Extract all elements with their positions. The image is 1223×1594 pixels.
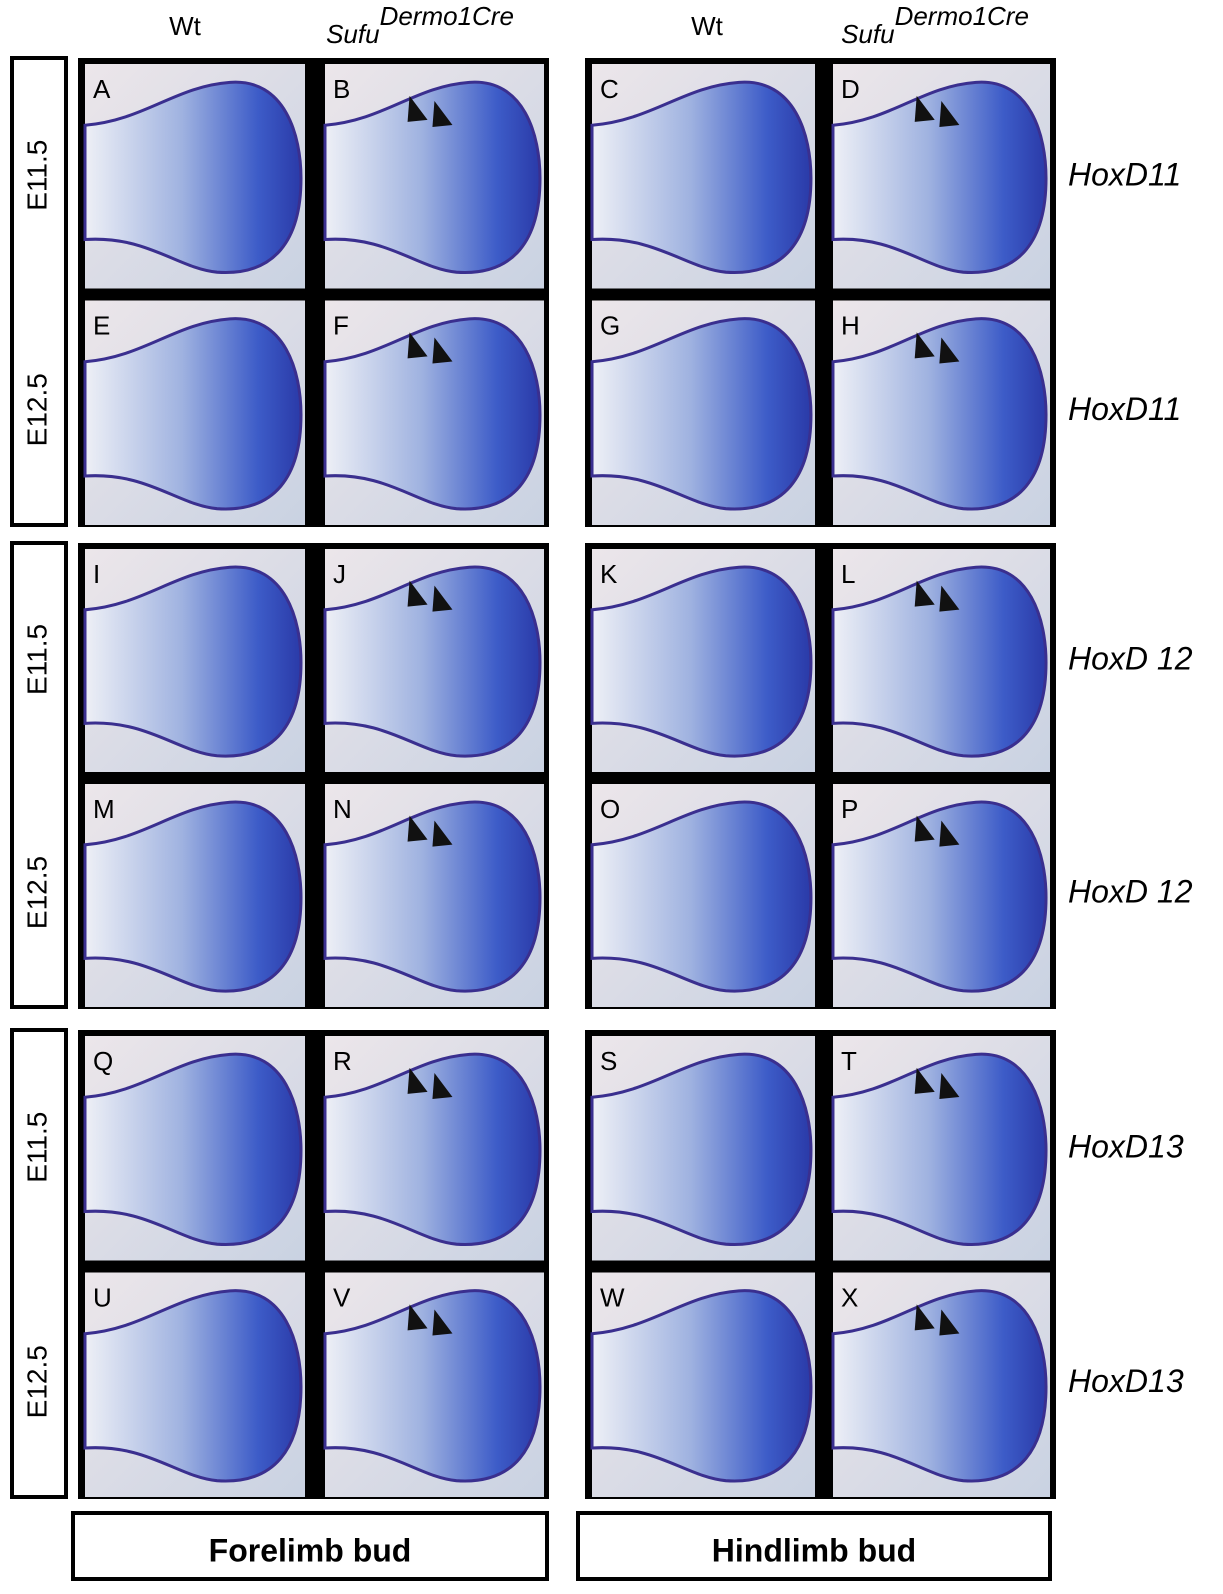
- panel-letter: G: [600, 311, 620, 341]
- footer-label: Forelimb bud: [209, 1532, 412, 1568]
- panel-letter: L: [841, 559, 855, 589]
- header-sup: Dermo1Cre: [895, 1, 1029, 31]
- gene-label: HoxD13: [1068, 1363, 1184, 1399]
- panel-letter: P: [841, 794, 858, 824]
- panel-letter: K: [600, 559, 618, 589]
- panel-letter: N: [333, 794, 352, 824]
- header-base: Sufu: [841, 19, 895, 49]
- row-label: E11.5: [21, 624, 52, 695]
- gene-label: HoxD13: [1068, 1128, 1184, 1164]
- row-label-box: [12, 543, 66, 1007]
- row-label-box: [12, 1030, 66, 1497]
- row-label: E12.5: [21, 373, 52, 446]
- page: WtSufuDermo1CreWtSufuDermo1CreE11.5HoxD1…: [0, 0, 1223, 1594]
- gene-label: HoxD 12: [1068, 641, 1193, 677]
- column-header: Wt: [691, 11, 724, 41]
- gene-label: HoxD11: [1068, 156, 1181, 192]
- panel-letter: D: [841, 74, 860, 104]
- panel-letter: B: [333, 74, 350, 104]
- column-header: SufuDermo1Cre: [841, 1, 1029, 49]
- header-sup: Dermo1Cre: [380, 1, 514, 31]
- gene-label: HoxD 12: [1068, 874, 1193, 910]
- gene-label: HoxD11: [1068, 391, 1181, 427]
- panel-letter: X: [841, 1283, 858, 1313]
- panel-letter: F: [333, 311, 349, 341]
- panel-letter: V: [333, 1283, 351, 1313]
- row-label: E11.5: [21, 1112, 52, 1183]
- figure: WtSufuDermo1CreWtSufuDermo1CreE11.5HoxD1…: [0, 0, 1223, 1589]
- panel-letter: S: [600, 1046, 617, 1076]
- row-label: E11.5: [21, 140, 52, 211]
- panel-letter: W: [600, 1283, 625, 1313]
- panel-letter: A: [93, 74, 111, 104]
- panel-letter: H: [841, 311, 860, 341]
- panel-letter: E: [93, 311, 110, 341]
- row-label: E12.5: [21, 1345, 52, 1418]
- panel-letter: T: [841, 1046, 857, 1076]
- panel-letter: M: [93, 794, 115, 824]
- footer-label: Hindlimb bud: [712, 1532, 916, 1568]
- panel-letter: Q: [93, 1046, 113, 1076]
- panel-letter: J: [333, 559, 346, 589]
- header-base: Sufu: [326, 19, 380, 49]
- row-label-box: [12, 58, 66, 525]
- row-label: E12.5: [21, 856, 52, 929]
- panel-letter: C: [600, 74, 619, 104]
- panel-letter: O: [600, 794, 620, 824]
- column-header: Wt: [169, 11, 202, 41]
- panel-letter: U: [93, 1283, 112, 1313]
- panel-letter: R: [333, 1046, 352, 1076]
- column-header: SufuDermo1Cre: [326, 1, 514, 49]
- panel-letter: I: [93, 559, 100, 589]
